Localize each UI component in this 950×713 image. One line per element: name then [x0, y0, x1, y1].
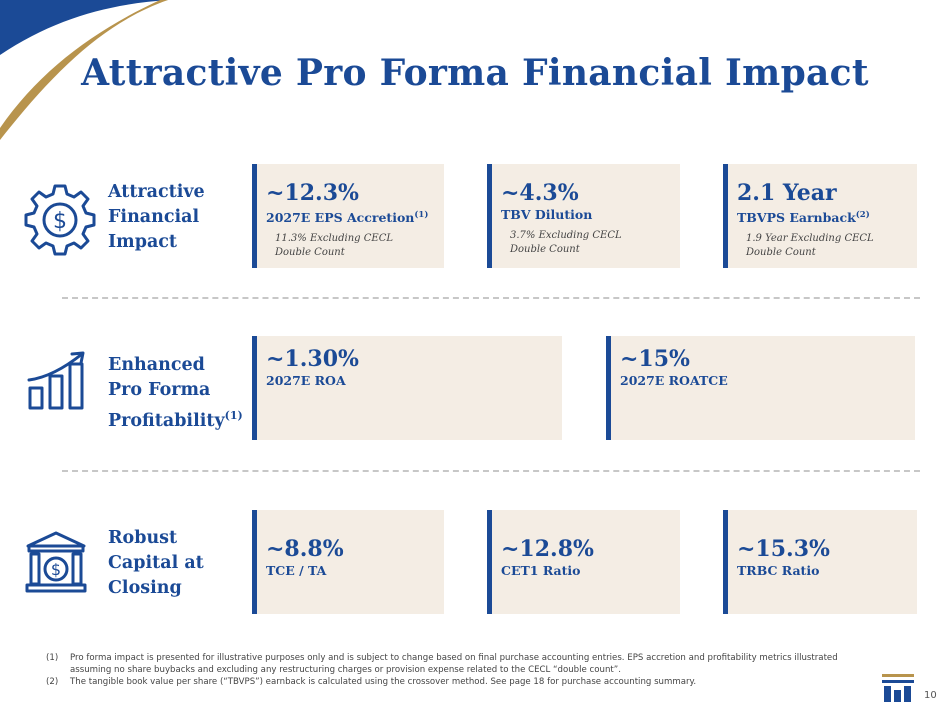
gear-dollar-icon: $	[24, 184, 96, 256]
footnote-ref: (1)	[414, 210, 429, 220]
growth-chart-icon	[27, 351, 85, 410]
company-logo-icon	[882, 674, 914, 702]
card-value: ~8.8%	[266, 536, 344, 562]
footnote-2: (2) The tangible book value per share (“…	[46, 677, 697, 687]
card-note: 11.3% Excluding CECL Double Count	[275, 233, 393, 259]
svg-text:$: $	[53, 209, 67, 234]
card-metric: CET1 Ratio	[501, 563, 581, 578]
card-note: 1.9 Year Excluding CECL Double Count	[746, 233, 874, 259]
card-value: ~1.30%	[266, 346, 359, 372]
section-label-profitability: Enhanced Pro Forma Profitability(1)	[108, 355, 243, 431]
section-label-capital: Robust Capital at Closing	[108, 528, 204, 598]
card-metric: TRBC Ratio	[737, 563, 820, 578]
svg-text:$: $	[51, 560, 61, 579]
card-value: ~15.3%	[737, 536, 830, 562]
card-metric: TBVPS Earnback(2)	[737, 210, 870, 226]
card-tbv-dilution: ~4.3% TBV Dilution 3.7% Excluding CECL D…	[487, 164, 680, 268]
footnote-ref: (2)	[855, 210, 870, 220]
card-metric: 2027E ROATCE	[620, 373, 728, 388]
card-tce-ta: ~8.8% TCE / TA	[252, 510, 444, 614]
footnote-1: (1) Pro forma impact is presented for il…	[46, 653, 838, 675]
card-value: ~4.3%	[501, 180, 579, 206]
card-roatce: ~15% 2027E ROATCE	[606, 336, 915, 440]
card-metric: 2027E ROA	[266, 373, 346, 388]
card-trbc-ratio: ~15.3% TRBC Ratio	[723, 510, 917, 614]
card-note: 3.7% Excluding CECL Double Count	[510, 230, 622, 255]
card-value: ~15%	[620, 346, 690, 372]
card-metric: 2027E EPS Accretion(1)	[266, 210, 429, 226]
footnotes: (1) Pro forma impact is presented for il…	[46, 652, 846, 688]
card-eps-accretion: ~12.3% 2027E EPS Accretion(1) 11.3% Excl…	[252, 164, 444, 268]
bank-dollar-icon: $	[25, 531, 87, 593]
section-divider	[62, 470, 920, 472]
section-label-financial-impact: Attractive Financial Impact	[108, 182, 205, 252]
section-divider	[62, 297, 920, 299]
card-value: 2.1 Year	[737, 180, 837, 206]
card-metric: TBV Dilution	[501, 207, 593, 222]
page-number: 10	[924, 690, 937, 701]
card-metric: TCE / TA	[266, 563, 327, 578]
card-value: ~12.8%	[501, 536, 594, 562]
page-title: Attractive Pro Forma Financial Impact	[81, 52, 869, 94]
footnote-ref: (1)	[224, 409, 243, 422]
card-cet1-ratio: ~12.8% CET1 Ratio	[487, 510, 680, 614]
card-roa: ~1.30% 2027E ROA	[252, 336, 562, 440]
corner-swoosh-decoration	[0, 0, 168, 140]
card-value: ~12.3%	[266, 180, 359, 206]
card-tbvps-earnback: 2.1 Year TBVPS Earnback(2) 1.9 Year Excl…	[723, 164, 917, 268]
